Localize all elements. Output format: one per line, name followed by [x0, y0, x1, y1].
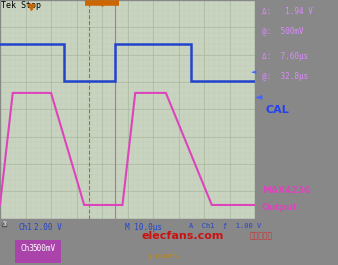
Text: A  Ch1  ƒ  1.00 V: A Ch1 ƒ 1.00 V	[189, 223, 262, 229]
Text: @:  500mV: @: 500mV	[262, 26, 304, 35]
FancyBboxPatch shape	[15, 240, 61, 263]
Text: @:  32.8μs: @: 32.8μs	[262, 72, 308, 81]
Text: ◄: ◄	[255, 91, 263, 101]
Text: Δ:   1.94 V: Δ: 1.94 V	[262, 7, 313, 16]
Text: MAX4236: MAX4236	[262, 186, 310, 195]
Text: CAL: CAL	[265, 105, 289, 115]
Text: Tek Stop: Tek Stop	[1, 1, 41, 10]
Text: Ch1: Ch1	[19, 223, 32, 232]
Text: 2.00 V: 2.00 V	[34, 223, 62, 232]
Text: Output: Output	[262, 203, 298, 212]
Text: Ch3: Ch3	[21, 244, 35, 253]
Text: ‖ 10.00 %: ‖ 10.00 %	[149, 254, 179, 259]
Text: elecfans.com: elecfans.com	[142, 231, 224, 241]
Text: 电子发烧友: 电子发烧友	[250, 232, 273, 241]
Text: M 10.0μs: M 10.0μs	[125, 223, 162, 232]
Text: ◄: ◄	[251, 69, 257, 76]
Text: 500mV: 500mV	[32, 244, 55, 253]
Text: ③: ③	[2, 222, 7, 227]
Text: Δ:  7.60μs: Δ: 7.60μs	[262, 52, 308, 61]
